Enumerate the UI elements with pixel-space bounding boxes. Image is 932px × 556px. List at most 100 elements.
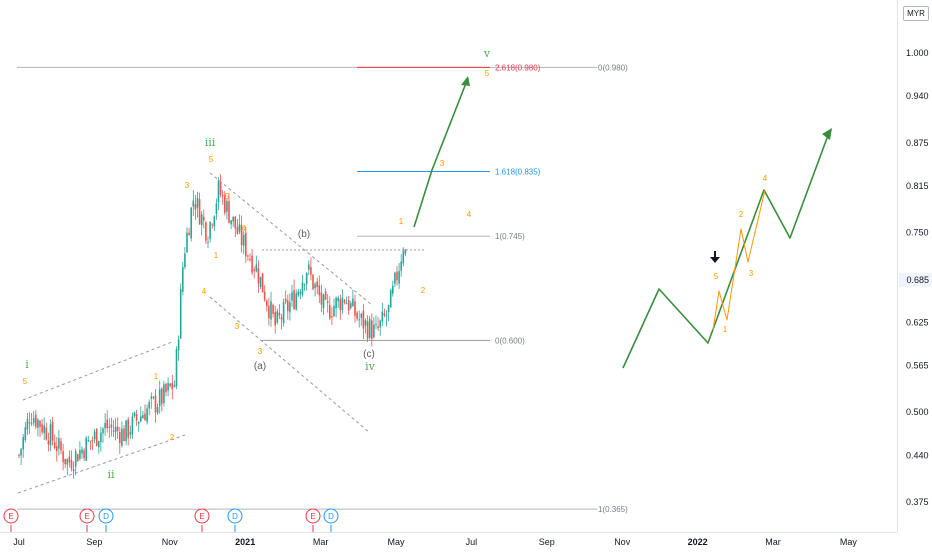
- candle: [207, 236, 209, 249]
- candle: [148, 399, 150, 416]
- candle: [257, 260, 260, 293]
- wave-label-minor: 5: [485, 69, 490, 78]
- wave-label-minor: 4: [467, 210, 472, 219]
- candle: [301, 274, 304, 297]
- earnings-event-marker[interactable]: E: [3, 508, 19, 532]
- candle: [270, 291, 272, 327]
- arrow-head-icon: [822, 128, 832, 140]
- earnings-event-marker[interactable]: E: [194, 508, 210, 532]
- fib-level-label: 1.618(0.835): [495, 168, 541, 177]
- candle: [188, 227, 190, 236]
- dividend-event-marker[interactable]: D: [98, 508, 114, 532]
- earnings-event-marker[interactable]: E: [305, 508, 321, 532]
- candle: [242, 230, 245, 255]
- candle: [314, 282, 316, 297]
- candle: [305, 272, 308, 291]
- wave-projections: [413, 76, 832, 369]
- candle: [39, 419, 41, 437]
- earnings-event-marker[interactable]: E: [79, 508, 95, 532]
- candle: [22, 433, 24, 458]
- candle: [179, 283, 182, 340]
- candle: [209, 221, 211, 243]
- candle: [282, 298, 285, 327]
- candle: [215, 198, 218, 220]
- candle: [152, 396, 155, 400]
- currency-badge[interactable]: MYR: [903, 6, 929, 21]
- candle: [366, 315, 369, 343]
- fib-level-label: 2.618(0.980): [495, 63, 541, 72]
- wave-label-corrective: (a): [254, 361, 266, 372]
- candle: [198, 192, 201, 225]
- candle: [173, 380, 176, 388]
- candle: [228, 193, 230, 224]
- candle: [186, 227, 188, 254]
- candle: [190, 206, 192, 242]
- candle: [140, 406, 142, 423]
- candle: [247, 254, 249, 261]
- wave-label-minor: 2: [421, 286, 426, 295]
- candle: [299, 288, 302, 300]
- time-tick-label: Nov: [614, 537, 631, 547]
- wave-label-minor: 1: [214, 251, 219, 260]
- wave-label-minor: 2: [739, 210, 744, 219]
- candle: [278, 304, 281, 320]
- svg-text:D: D: [232, 512, 238, 521]
- candle: [297, 288, 300, 298]
- time-axis[interactable]: Jul Sep Nov 2021 Mar May Jul Sep Nov 2022 Mar May: [0, 532, 897, 551]
- wave-label-minor: 2: [170, 433, 175, 442]
- candle: [123, 425, 125, 442]
- candle: [205, 221, 207, 245]
- candle: [293, 279, 295, 311]
- wave-label-primary: i: [25, 358, 29, 371]
- price-axis[interactable]: 1.000 0.940 0.875 0.815 0.750 0.625 0.565 0.500…: [897, 0, 932, 532]
- candle: [62, 443, 64, 471]
- candle: [232, 216, 234, 227]
- candle: [387, 304, 390, 322]
- candle: [287, 294, 289, 320]
- candle: [381, 302, 384, 326]
- candle: [400, 254, 402, 277]
- candle: [30, 412, 33, 426]
- price-chart[interactable]: 2.618(0.980) 0(0.980) 1.618(0.835) 1(0.745)…: [0, 0, 897, 532]
- candle: [251, 248, 253, 276]
- down-arrow-icon: [710, 251, 720, 263]
- candle: [274, 305, 276, 334]
- time-tick-label: Jul: [13, 537, 25, 547]
- candle: [343, 298, 346, 305]
- time-tick-label: Mar: [313, 537, 329, 547]
- candle: [320, 284, 323, 313]
- time-tick-label: 2021: [235, 537, 255, 547]
- candle: [303, 283, 306, 292]
- candle: [291, 284, 293, 307]
- candle: [144, 404, 146, 421]
- wave-label-minor: 3: [749, 269, 754, 278]
- candle: [60, 437, 62, 455]
- wave-label-primary: v: [483, 47, 491, 60]
- candle: [131, 412, 134, 439]
- trend-channel-line: [22, 341, 173, 401]
- svg-text:E: E: [84, 512, 89, 521]
- trend-channels: [17, 172, 373, 494]
- candle: [28, 412, 31, 434]
- candle: [24, 421, 27, 443]
- candle: [230, 220, 232, 230]
- candle: [192, 190, 195, 217]
- candle: [352, 289, 354, 307]
- candle: [137, 421, 140, 432]
- candle: [398, 262, 400, 289]
- candle: [312, 274, 314, 291]
- candle: [389, 288, 392, 308]
- price-tick-label: 0.625: [906, 317, 929, 327]
- candle: [203, 209, 205, 229]
- dividend-event-marker[interactable]: D: [227, 508, 243, 532]
- candle: [272, 303, 274, 318]
- dividend-event-marker[interactable]: D: [323, 508, 339, 532]
- candle: [358, 310, 360, 328]
- candle: [308, 260, 310, 276]
- candle: [263, 285, 266, 302]
- candle: [95, 428, 98, 447]
- wave-label-minor: 4: [242, 224, 247, 233]
- price-tick-label: 0.750: [906, 228, 929, 238]
